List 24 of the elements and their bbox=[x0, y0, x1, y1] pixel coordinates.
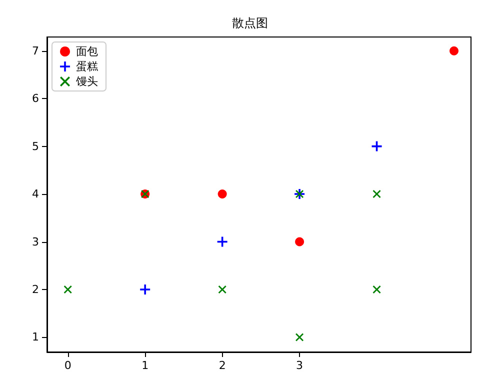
point bbox=[140, 284, 150, 294]
legend-label: 面包 bbox=[76, 45, 98, 58]
x-tick-label: 0 bbox=[64, 359, 72, 372]
y-tick-label: 1 bbox=[32, 330, 39, 344]
legend-label: 馒头 bbox=[75, 75, 98, 88]
point bbox=[218, 190, 227, 199]
point bbox=[296, 333, 304, 342]
y-tick-label: 4 bbox=[32, 188, 39, 201]
point bbox=[372, 190, 381, 198]
y-tick-label: 6 bbox=[32, 92, 39, 106]
x-tick-label: 2 bbox=[218, 359, 226, 372]
point bbox=[372, 285, 381, 294]
point bbox=[295, 237, 304, 246]
y-tick-label: 5 bbox=[32, 140, 39, 153]
y-tick-label: 3 bbox=[32, 235, 39, 248]
y-tick-label: 7 bbox=[32, 44, 39, 58]
point bbox=[218, 285, 226, 294]
point bbox=[64, 285, 72, 294]
chart-title: 散点图 bbox=[232, 16, 268, 30]
point bbox=[450, 46, 459, 56]
x-tick-label: 1 bbox=[142, 359, 149, 372]
legend-label: 蛋糕 bbox=[76, 60, 98, 73]
x-tick-label: 3 bbox=[296, 359, 304, 372]
y-tick-label: 2 bbox=[32, 282, 39, 296]
